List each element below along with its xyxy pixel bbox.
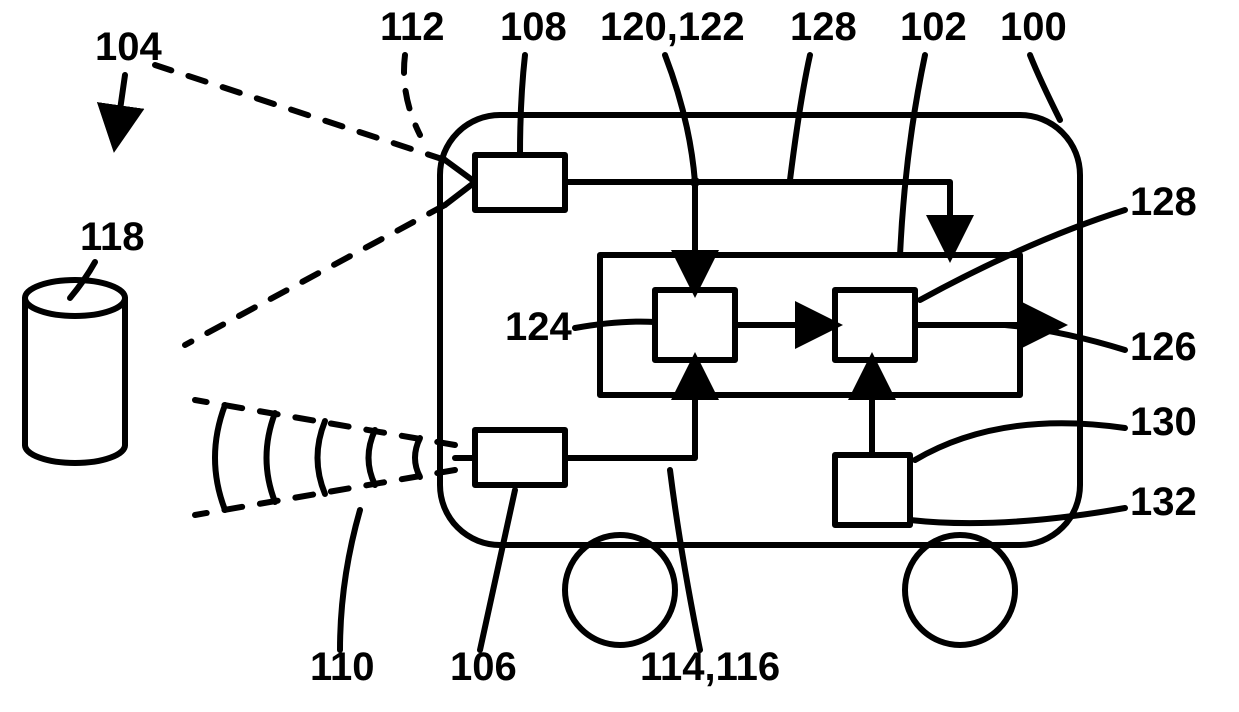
- sonar-arc-3: [369, 430, 376, 485]
- connection-2: [565, 360, 695, 458]
- vehicle-wheel-0: [565, 535, 675, 645]
- processor-left: [655, 290, 735, 360]
- processor-right: [835, 290, 915, 360]
- object-cylinder-bottom: [25, 445, 125, 463]
- label-100: 100: [1000, 5, 1067, 49]
- leader-132: [910, 508, 1125, 523]
- leader-110: [340, 510, 360, 650]
- leader-102: [900, 55, 925, 255]
- leader-108: [520, 55, 525, 155]
- sensor-sonar-block: [475, 430, 565, 485]
- label-132: 132: [1130, 480, 1197, 524]
- label-118: 118: [80, 215, 145, 259]
- sonar-arc-0: [215, 405, 225, 510]
- sensor-camera-horn: [445, 160, 475, 205]
- label-120_122: 120,122: [600, 5, 745, 49]
- label-104: 104: [95, 25, 162, 69]
- vehicle-wheel-1: [905, 535, 1015, 645]
- sonar-arc-1: [267, 413, 276, 502]
- leader-104: [115, 75, 125, 145]
- diagram-canvas: 104 112 108 120,122 128 102 100 118 124 128 126 130…: [0, 0, 1239, 712]
- sonar-arc-2: [318, 421, 326, 494]
- label-110: 110: [310, 645, 375, 689]
- leader-114_116: [670, 470, 700, 650]
- label-128b: 128: [1130, 180, 1197, 224]
- connection-0: [565, 182, 950, 255]
- leader-130: [915, 423, 1125, 460]
- label-126: 126: [1130, 325, 1197, 369]
- block-132: [835, 455, 910, 525]
- label-106: 106: [450, 645, 517, 689]
- leader-112: [404, 55, 420, 135]
- label-124: 124: [505, 305, 572, 349]
- label-128a: 128: [790, 5, 857, 49]
- camera-fov-line-0: [155, 65, 445, 160]
- label-102: 102: [900, 5, 967, 49]
- leader-106: [480, 490, 515, 650]
- object-cylinder-top: [25, 280, 125, 316]
- camera-fov-line-1: [185, 205, 445, 345]
- sonar-arc-4: [415, 438, 420, 477]
- label-130: 130: [1130, 400, 1197, 444]
- label-114_116: 114,116: [640, 645, 780, 689]
- sensor-camera-block: [475, 155, 565, 210]
- leader-100: [1030, 55, 1060, 120]
- label-112: 112: [380, 5, 445, 49]
- leader-120_122: [665, 55, 695, 182]
- label-108: 108: [500, 5, 567, 49]
- leader-124: [575, 322, 655, 328]
